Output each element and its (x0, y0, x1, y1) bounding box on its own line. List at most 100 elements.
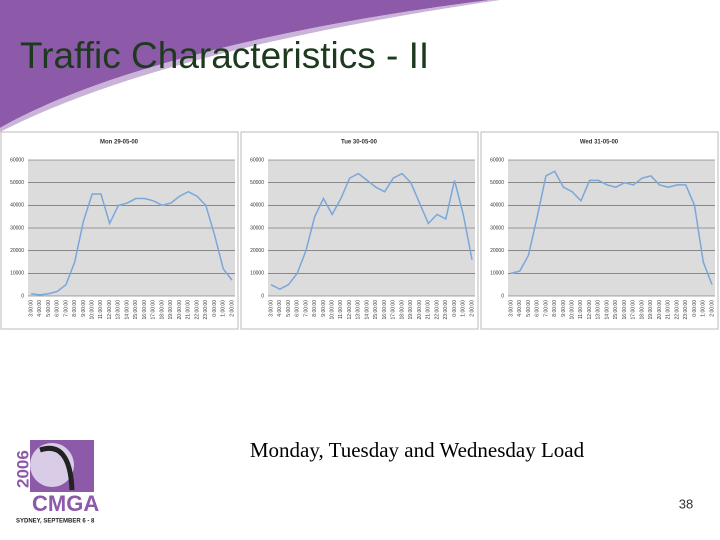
x-tick-label: 19:00:00 (168, 300, 174, 320)
x-tick-label: 7:00:00 (303, 300, 309, 317)
x-tick-label: 16:00:00 (622, 300, 628, 320)
chart-title: Tue 30-05-00 (341, 140, 378, 146)
data-line (270, 172, 473, 291)
x-tick-label: 18:00:00 (399, 300, 405, 320)
logo-curve (39, 446, 75, 491)
x-tick-label: 0:00:00 (692, 300, 698, 317)
x-tick-label: 11:00:00 (338, 300, 344, 319)
y-tick-label: 30000 (10, 225, 24, 231)
y-tick-label: 50000 (10, 180, 24, 186)
x-tick-label: 9:00:00 (81, 300, 87, 317)
logo-tagline: SYDNEY, SEPTEMBER 6 - 8 (16, 519, 95, 525)
x-tick-label: 7:00:00 (543, 300, 549, 317)
x-tick-label: 16:00:00 (382, 300, 388, 320)
logo-name: CMGA (32, 491, 99, 516)
x-tick-label: 3:00:00 (268, 300, 274, 317)
x-tick-label: 17:00:00 (391, 300, 397, 320)
x-tick-label: 5:00:00 (286, 300, 292, 317)
x-tick-label: 12:00:00 (347, 300, 353, 320)
y-tick-label: 30000 (250, 225, 264, 231)
header-swoosh (0, 0, 490, 128)
chart-title: Mon 29-05-00 (100, 140, 139, 146)
x-tick-label: 10:00:00 (330, 300, 336, 320)
x-tick-label: 14:00:00 (124, 300, 130, 320)
y-tick-label: 60000 (490, 157, 504, 163)
y-tick-label: 20000 (490, 248, 504, 254)
x-tick-label: 15:00:00 (133, 300, 139, 320)
data-line (30, 190, 233, 296)
y-tick-label: 40000 (250, 203, 264, 209)
x-tick-label: 14:00:00 (364, 300, 370, 320)
x-tick-label: 3:00:00 (508, 300, 514, 317)
x-tick-label: 19:00:00 (648, 300, 654, 320)
x-tick-label: 23:00:00 (203, 300, 209, 320)
chart-panel: Wed 31-05-00 0 10000 20000 30000 40000 50000 60… (480, 131, 719, 330)
x-tick-label: 22:00:00 (434, 300, 440, 320)
x-tick-label: 21:00:00 (426, 300, 432, 320)
page-number: 38 (679, 496, 693, 511)
y-tick-label: 0 (261, 293, 264, 299)
x-tick-label: 16:00:00 (142, 300, 148, 320)
y-tick-label: 40000 (10, 203, 24, 209)
x-tick-label: 8:00:00 (72, 300, 78, 317)
x-tick-label: 18:00:00 (159, 300, 165, 320)
chart-panel: Tue 30-05-00 0 10000 20000 30000 40000 50000 60… (240, 131, 479, 330)
x-tick-label: 20:00:00 (177, 300, 183, 320)
y-tick-label: 50000 (250, 180, 264, 186)
x-tick-label: 22:00:00 (194, 300, 200, 320)
x-tick-label: 8:00:00 (552, 300, 558, 317)
x-tick-label: 7:00:00 (63, 300, 69, 317)
x-tick-label: 19:00:00 (408, 300, 414, 320)
x-tick-label: 22:00:00 (674, 300, 680, 320)
x-tick-label: 9:00:00 (321, 300, 327, 317)
x-tick-label: 10:00:00 (570, 300, 576, 320)
x-tick-label: 4:00:00 (517, 300, 523, 317)
x-tick-label: 6:00:00 (55, 300, 61, 317)
x-tick-label: 2:00:00 (709, 300, 715, 317)
y-tick-label: 30000 (490, 225, 504, 231)
x-tick-label: 0:00:00 (452, 300, 458, 317)
y-tick-label: 0 (21, 293, 24, 299)
x-tick-label: 13:00:00 (116, 300, 122, 320)
y-tick-label: 10000 (250, 271, 264, 277)
x-tick-label: 10:00:00 (90, 300, 96, 320)
x-tick-label: 4:00:00 (277, 300, 283, 317)
x-tick-label: 20:00:00 (657, 300, 663, 320)
y-tick-label: 60000 (250, 157, 264, 163)
x-tick-label: 12:00:00 (107, 300, 113, 320)
logo-year: 2006 (13, 450, 32, 488)
x-tick-label: 15:00:00 (613, 300, 619, 320)
y-tick-label: 10000 (10, 271, 24, 277)
x-tick-label: 0:00:00 (212, 300, 218, 317)
x-tick-label: 17:00:00 (631, 300, 637, 320)
chart-title: Wed 31-05-00 (580, 140, 619, 146)
logo: 2006 CMGA SYDNEY, SEPTEMBER 6 - 8 (13, 440, 99, 525)
x-tick-label: 11:00:00 (578, 300, 584, 319)
y-tick-label: 20000 (250, 248, 264, 254)
x-tick-label: 17:00:00 (151, 300, 157, 320)
x-tick-label: 8:00:00 (312, 300, 318, 317)
y-tick-label: 0 (501, 293, 504, 299)
x-tick-label: 6:00:00 (535, 300, 541, 317)
x-tick-label: 1:00:00 (461, 300, 467, 317)
x-tick-label: 6:00:00 (295, 300, 301, 317)
data-line (510, 170, 713, 285)
x-tick-label: 5:00:00 (526, 300, 532, 317)
x-tick-label: 9:00:00 (561, 300, 567, 317)
x-tick-label: 13:00:00 (356, 300, 362, 320)
x-tick-label: 1:00:00 (221, 300, 227, 317)
x-tick-label: 2:00:00 (229, 300, 235, 317)
x-tick-label: 20:00:00 (417, 300, 423, 320)
y-tick-label: 20000 (10, 248, 24, 254)
chart-panel: Mon 29-05-00 0 10000 20000 30000 40000 50000 60… (0, 131, 239, 330)
x-tick-label: 4:00:00 (37, 300, 43, 317)
x-tick-label: 12:00:00 (587, 300, 593, 320)
y-tick-label: 40000 (490, 203, 504, 209)
x-tick-label: 18:00:00 (639, 300, 645, 320)
x-tick-label: 5:00:00 (46, 300, 52, 317)
x-tick-label: 1:00:00 (701, 300, 707, 317)
x-tick-label: 21:00:00 (666, 300, 672, 320)
slide-title: Traffic Characteristics - II (20, 35, 429, 76)
